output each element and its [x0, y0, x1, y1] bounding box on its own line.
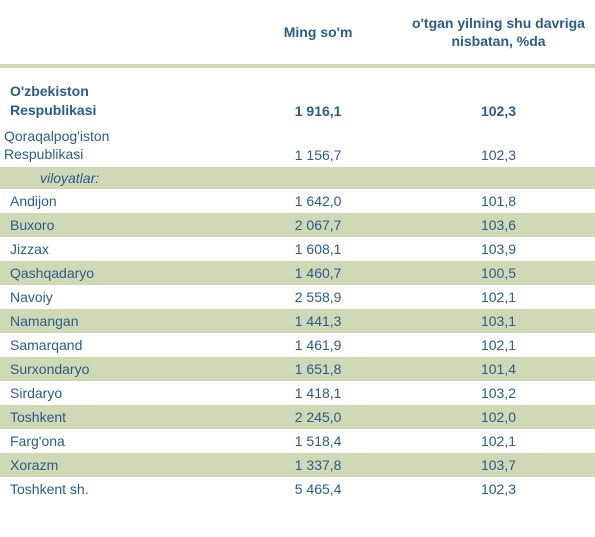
row-val2: 102,1: [402, 429, 595, 453]
spacer: [0, 66, 595, 78]
row-val2: 102,1: [402, 285, 595, 309]
row-name: Xorazm: [0, 453, 234, 477]
row-val2: 102,0: [402, 405, 595, 429]
row-val1: 5 465,4: [234, 477, 402, 501]
row-name: Andijon: [0, 189, 234, 213]
row-val1: 1 461,9: [234, 333, 402, 357]
row-name: Qashqadaryo: [0, 261, 234, 285]
table-row: Surxondaryo1 651,8101,4: [0, 357, 595, 381]
sub-val2: 102,3: [402, 123, 595, 167]
section-label-row: viloyatlar:: [0, 167, 595, 189]
row-name: Toshkent: [0, 405, 234, 429]
header-name: [0, 0, 234, 66]
row-val1: 1 460,7: [234, 261, 402, 285]
sub-val1: 1 156,7: [234, 123, 402, 167]
row-name: Toshkent sh.: [0, 477, 234, 501]
row-val1: 2 558,9: [234, 285, 402, 309]
section-label: viloyatlar:: [0, 167, 595, 189]
total-val2: 102,3: [402, 78, 595, 122]
table-row: Qashqadaryo1 460,7100,5: [0, 261, 595, 285]
row-val2: 102,3: [402, 477, 595, 501]
row-val1: 1 418,1: [234, 381, 402, 405]
table-row: Farg'ona1 518,4102,1: [0, 429, 595, 453]
header-val2: o'tgan yilning shu davriga nisbatan, %da: [402, 0, 595, 66]
row-name: Samarqand: [0, 333, 234, 357]
row-val1: 1 651,8: [234, 357, 402, 381]
sub-name: Qoraqalpog'iston Respublikasi: [0, 123, 234, 167]
row-name: Jizzax: [0, 237, 234, 261]
total-name: O'zbekiston Respublikasi: [0, 78, 234, 122]
sub-name-line2: Respublikasi: [4, 146, 83, 162]
table-row: Navoiy2 558,9102,1: [0, 285, 595, 309]
row-val1: 1 608,1: [234, 237, 402, 261]
table-row: Namangan1 441,3103,1: [0, 309, 595, 333]
row-val2: 101,4: [402, 357, 595, 381]
row-val2: 103,7: [402, 453, 595, 477]
table-row: Samarqand1 461,9102,1: [0, 333, 595, 357]
row-name: Sirdaryo: [0, 381, 234, 405]
table-row: Andijon1 642,0101,8: [0, 189, 595, 213]
table-row: Toshkent2 245,0102,0: [0, 405, 595, 429]
row-val1: 2 067,7: [234, 213, 402, 237]
total-val1: 1 916,1: [234, 78, 402, 122]
row-val2: 103,1: [402, 309, 595, 333]
total-name-line2: Respublikasi: [10, 102, 96, 118]
row-val1: 2 245,0: [234, 405, 402, 429]
regional-data-table: Ming so'm o'tgan yilning shu davriga nis…: [0, 0, 595, 501]
row-val2: 100,5: [402, 261, 595, 285]
row-val1: 1 441,3: [234, 309, 402, 333]
total-row: O'zbekiston Respublikasi 1 916,1 102,3: [0, 78, 595, 122]
row-name: Namangan: [0, 309, 234, 333]
row-name: Navoiy: [0, 285, 234, 309]
row-val2: 103,6: [402, 213, 595, 237]
row-val2: 102,1: [402, 333, 595, 357]
table-header-row: Ming so'm o'tgan yilning shu davriga nis…: [0, 0, 595, 66]
total-name-line1: O'zbekiston: [10, 83, 89, 99]
row-val2: 103,9: [402, 237, 595, 261]
row-name: Surxondaryo: [0, 357, 234, 381]
table-row: Jizzax1 608,1103,9: [0, 237, 595, 261]
data-rows-body: Andijon1 642,0101,8Buxoro2 067,7103,6Jiz…: [0, 189, 595, 501]
row-val2: 103,2: [402, 381, 595, 405]
header-val1: Ming so'm: [234, 0, 402, 66]
row-name: Farg'ona: [0, 429, 234, 453]
sub-row: Qoraqalpog'iston Respublikasi 1 156,7 10…: [0, 123, 595, 167]
row-val2: 101,8: [402, 189, 595, 213]
table-row: Sirdaryo1 418,1103,2: [0, 381, 595, 405]
table-row: Xorazm1 337,8103,7: [0, 453, 595, 477]
row-name: Buxoro: [0, 213, 234, 237]
table-row: Toshkent sh.5 465,4102,3: [0, 477, 595, 501]
table-row: Buxoro2 067,7103,6: [0, 213, 595, 237]
row-val1: 1 642,0: [234, 189, 402, 213]
row-val1: 1 518,4: [234, 429, 402, 453]
sub-name-line1: Qoraqalpog'iston: [4, 128, 109, 144]
row-val1: 1 337,8: [234, 453, 402, 477]
